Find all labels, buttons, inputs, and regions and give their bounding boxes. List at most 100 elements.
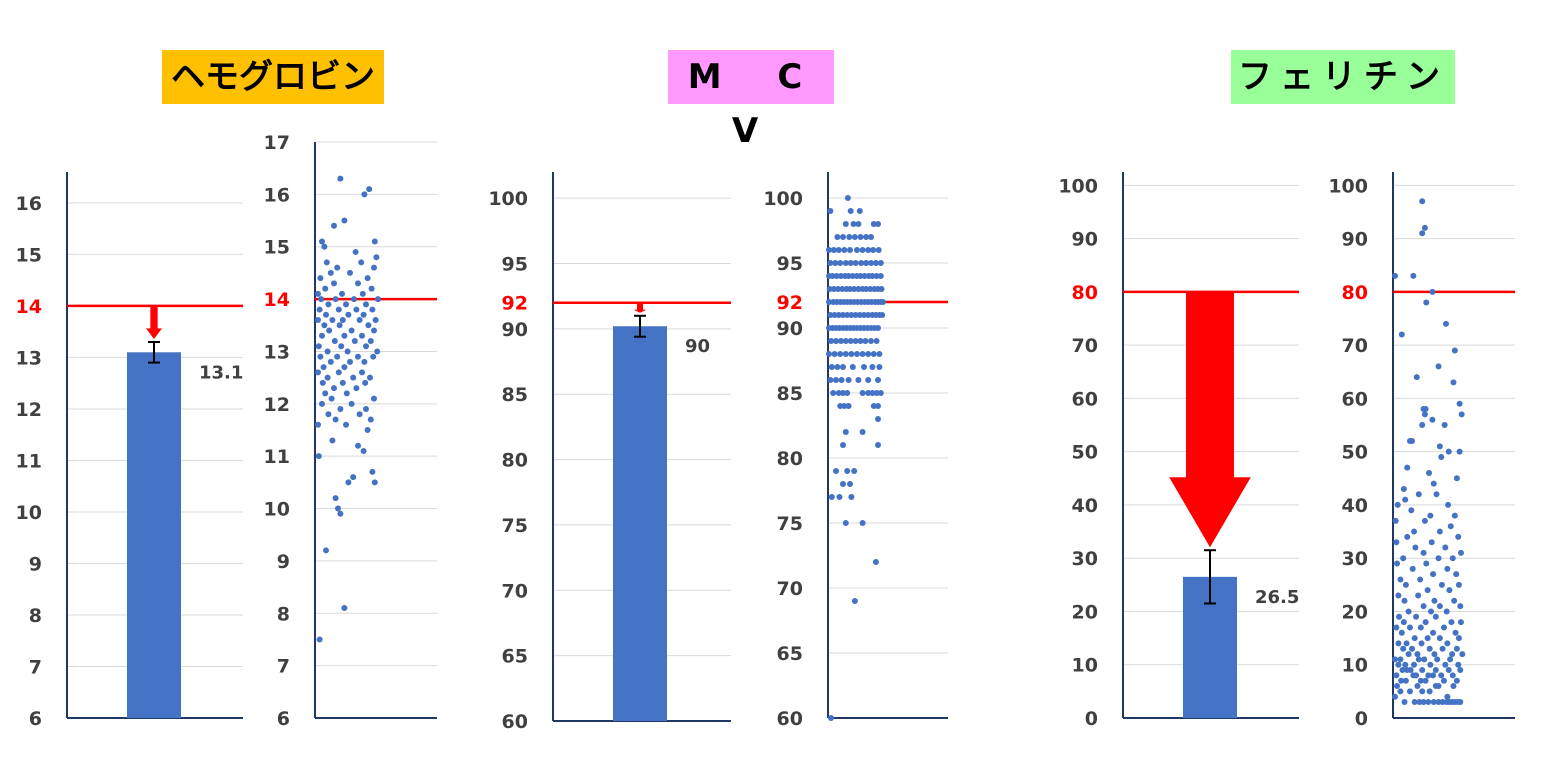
data-point xyxy=(1420,549,1427,556)
data-point xyxy=(316,306,323,313)
y-tick-label: 11 xyxy=(264,446,290,468)
data-point xyxy=(1410,672,1417,679)
data-point xyxy=(1436,635,1443,642)
data-point xyxy=(350,474,357,481)
data-point xyxy=(851,234,858,240)
y-tick-label: 50 xyxy=(1072,442,1098,464)
decrease-arrow xyxy=(146,305,162,339)
data-point xyxy=(868,260,874,266)
data-point xyxy=(1427,661,1434,668)
data-point xyxy=(1448,619,1455,626)
data-point xyxy=(1432,667,1439,674)
data-point xyxy=(339,379,346,386)
data-point xyxy=(1414,683,1421,690)
data-point xyxy=(844,390,851,396)
data-point xyxy=(848,351,855,357)
data-point xyxy=(332,495,339,502)
y-tick-label: 9 xyxy=(29,553,42,575)
data-point xyxy=(1401,597,1408,604)
data-point xyxy=(315,369,321,376)
y-tick-label: 40 xyxy=(1072,495,1098,517)
data-point xyxy=(1438,453,1445,460)
data-point xyxy=(857,273,864,279)
data-point xyxy=(371,238,378,245)
data-point xyxy=(834,234,841,240)
data-point xyxy=(359,332,365,339)
data-point xyxy=(339,290,345,297)
data-point xyxy=(1453,475,1460,482)
data-point xyxy=(352,248,359,255)
y-tick-label: 85 xyxy=(777,383,803,405)
y-tick-label: 65 xyxy=(502,646,528,668)
data-point xyxy=(1430,571,1437,578)
y-tick-label: 75 xyxy=(502,515,528,537)
data-point xyxy=(341,364,348,371)
data-point xyxy=(1400,619,1407,626)
data-point xyxy=(322,390,329,397)
data-point xyxy=(1395,661,1402,668)
data-point xyxy=(332,296,339,303)
data-point xyxy=(1403,640,1410,647)
data-point xyxy=(1398,677,1405,684)
data-point xyxy=(1444,565,1451,572)
data-point xyxy=(869,364,876,370)
data-point xyxy=(335,369,342,376)
data-point xyxy=(862,338,869,344)
data-point xyxy=(1406,688,1413,695)
data-point xyxy=(1408,507,1415,514)
data-point xyxy=(865,312,872,318)
data-point xyxy=(835,390,842,396)
bar xyxy=(127,352,181,718)
y-tick-label: 100 xyxy=(488,188,528,210)
y-tick-label: 95 xyxy=(502,254,528,276)
data-point xyxy=(1404,464,1411,471)
data-point xyxy=(844,312,851,318)
data-point xyxy=(1411,528,1418,535)
data-point xyxy=(1457,619,1464,626)
data-point xyxy=(879,299,886,305)
data-point xyxy=(324,348,331,355)
data-point xyxy=(1417,624,1424,631)
data-point xyxy=(1406,438,1413,445)
data-point xyxy=(1402,581,1409,588)
data-point xyxy=(831,351,838,357)
data-point xyxy=(873,338,880,344)
chart-panel-0: 6 7 8 9 10 11 12 13 14 15 16 13.1 xyxy=(16,172,243,730)
data-point xyxy=(1397,688,1404,695)
hemoglobin-title: ヘモグロビン xyxy=(162,50,384,104)
data-point xyxy=(347,358,353,365)
data-point xyxy=(1431,651,1438,658)
data-point xyxy=(829,273,836,279)
data-point xyxy=(1449,672,1456,679)
data-point xyxy=(826,286,833,292)
data-point xyxy=(1453,571,1460,578)
data-point xyxy=(844,468,851,474)
data-point xyxy=(842,260,849,266)
data-point xyxy=(1455,581,1462,588)
data-point xyxy=(834,364,841,370)
data-point xyxy=(863,286,870,292)
data-point xyxy=(363,301,369,308)
y-tick-label: 10 xyxy=(1072,655,1098,677)
data-point xyxy=(323,547,329,554)
data-point xyxy=(337,175,344,182)
data-point xyxy=(875,442,881,448)
data-point xyxy=(831,312,838,318)
reference-label: 92 xyxy=(502,293,528,315)
decrease-arrow xyxy=(1169,291,1251,548)
reference-label: 92 xyxy=(777,292,803,314)
data-point xyxy=(1440,624,1447,631)
bar-value-label: 13.1 xyxy=(199,362,243,383)
data-point xyxy=(846,234,853,240)
data-point xyxy=(1415,656,1422,663)
y-tick-label: 7 xyxy=(29,656,42,678)
data-point xyxy=(848,494,855,500)
y-tick-label: 80 xyxy=(777,448,803,470)
data-point xyxy=(1396,613,1403,620)
data-point xyxy=(331,222,337,229)
data-point xyxy=(1455,661,1462,668)
data-point xyxy=(837,273,844,279)
data-point xyxy=(1447,523,1454,530)
data-point xyxy=(875,377,881,383)
y-tick-label: 13 xyxy=(264,341,290,363)
